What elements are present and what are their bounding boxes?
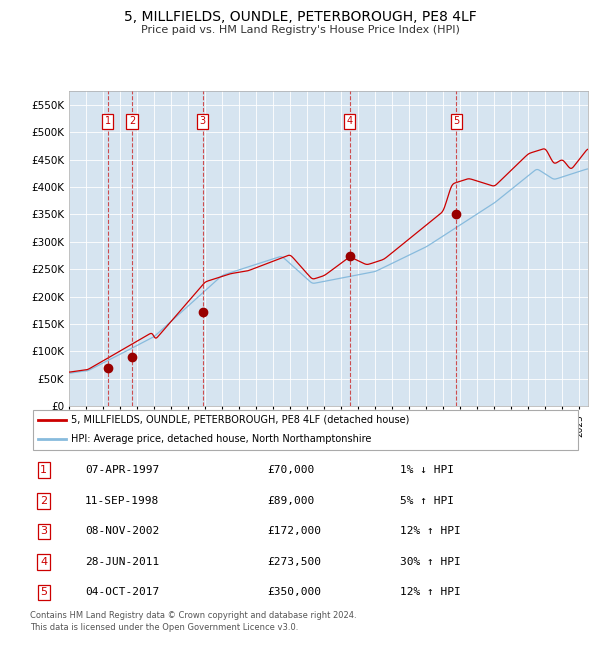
- Text: HPI: Average price, detached house, North Northamptonshire: HPI: Average price, detached house, Nort…: [71, 434, 372, 445]
- Text: £273,500: £273,500: [268, 557, 322, 567]
- Text: Contains HM Land Registry data © Crown copyright and database right 2024.
This d: Contains HM Land Registry data © Crown c…: [30, 611, 356, 632]
- Text: 5, MILLFIELDS, OUNDLE, PETERBOROUGH, PE8 4LF: 5, MILLFIELDS, OUNDLE, PETERBOROUGH, PE8…: [124, 10, 476, 24]
- Text: 30% ↑ HPI: 30% ↑ HPI: [400, 557, 461, 567]
- Text: 1: 1: [104, 116, 110, 126]
- Text: 1: 1: [40, 465, 47, 475]
- Text: £172,000: £172,000: [268, 526, 322, 536]
- FancyBboxPatch shape: [33, 410, 578, 450]
- Text: 11-SEP-1998: 11-SEP-1998: [85, 496, 160, 506]
- Text: Price paid vs. HM Land Registry's House Price Index (HPI): Price paid vs. HM Land Registry's House …: [140, 25, 460, 34]
- Text: £89,000: £89,000: [268, 496, 314, 506]
- Text: 3: 3: [200, 116, 206, 126]
- Text: 2: 2: [129, 116, 135, 126]
- Text: 12% ↑ HPI: 12% ↑ HPI: [400, 588, 461, 597]
- Text: 04-OCT-2017: 04-OCT-2017: [85, 588, 160, 597]
- Text: 1% ↓ HPI: 1% ↓ HPI: [400, 465, 454, 475]
- Text: 2: 2: [40, 496, 47, 506]
- Text: 08-NOV-2002: 08-NOV-2002: [85, 526, 160, 536]
- Text: 4: 4: [347, 116, 353, 126]
- Text: 5% ↑ HPI: 5% ↑ HPI: [400, 496, 454, 506]
- Text: 5, MILLFIELDS, OUNDLE, PETERBOROUGH, PE8 4LF (detached house): 5, MILLFIELDS, OUNDLE, PETERBOROUGH, PE8…: [71, 415, 410, 425]
- Text: £350,000: £350,000: [268, 588, 322, 597]
- Text: 5: 5: [40, 588, 47, 597]
- Text: 07-APR-1997: 07-APR-1997: [85, 465, 160, 475]
- Text: 12% ↑ HPI: 12% ↑ HPI: [400, 526, 461, 536]
- Text: 3: 3: [40, 526, 47, 536]
- Text: 5: 5: [453, 116, 459, 126]
- Text: 4: 4: [40, 557, 47, 567]
- Text: £70,000: £70,000: [268, 465, 314, 475]
- Text: 28-JUN-2011: 28-JUN-2011: [85, 557, 160, 567]
